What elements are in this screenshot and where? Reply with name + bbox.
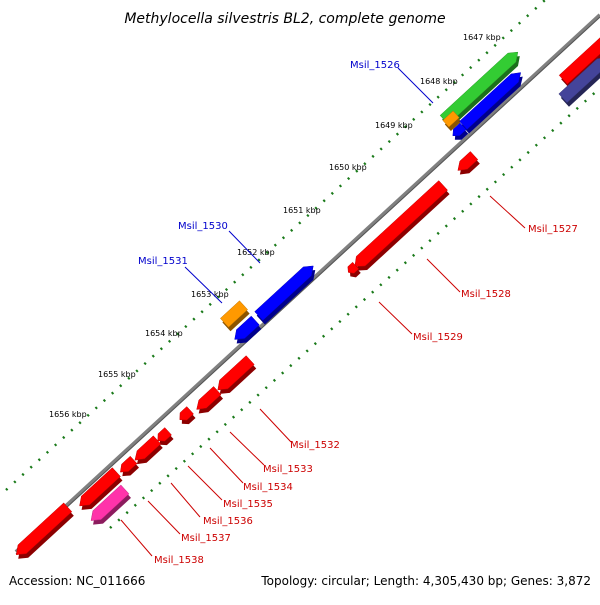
- gene-feature-blue-upper: [459, 72, 523, 134]
- gene-feature-msil-1537a: [120, 455, 140, 477]
- label-connector-line: [426, 258, 461, 293]
- gene-feature-msil-1535: [157, 427, 174, 446]
- scale-labels: 1647 kbp 1648 kbp 1649 kbp 1650 kbp 1651 kbp…: [49, 33, 501, 419]
- gene-label-msil-1531[interactable]: Msil_1531: [138, 256, 188, 267]
- gene-feature-msil-1537: [79, 467, 123, 510]
- gene-feature-orange-small: [442, 110, 462, 132]
- label-connector-line: [259, 408, 292, 443]
- label-connector-line: [147, 500, 181, 535]
- scale-label: 1650 kbp: [329, 163, 367, 172]
- gene-feature-msil-1538: [90, 484, 131, 525]
- gene-label-msil-1534[interactable]: Msil_1534: [243, 482, 293, 493]
- scale-label: 1649 kbp: [375, 121, 413, 130]
- gene-label-msil-1530[interactable]: Msil_1530: [178, 221, 228, 232]
- gene-feature-msil-1529: [347, 261, 361, 278]
- label-connector-line: [378, 301, 413, 335]
- scale-label: 1647 kbp: [463, 33, 501, 42]
- label-connector-line: [170, 482, 201, 518]
- gene-label-msil-1527[interactable]: Msil_1527: [528, 224, 578, 235]
- gene-feature-msil-1534: [179, 406, 196, 425]
- gene-label-msil-1526[interactable]: Msil_1526: [350, 60, 400, 71]
- scale-label: 1651 kbp: [283, 206, 321, 215]
- label-connector-line: [397, 67, 434, 104]
- map-title: Methylocella silvestris BL2, complete ge…: [124, 11, 445, 27]
- gene-feature-msil-1527: [457, 151, 480, 175]
- gene-feature-msil-1536: [134, 435, 163, 465]
- inner-tick-track: [109, 87, 600, 529]
- label-connector-line: [187, 465, 223, 501]
- gene-features: [15, 37, 600, 559]
- gene-feature-msil-1531: [220, 300, 250, 332]
- accession-text: Accession: NC_011666: [9, 574, 146, 588]
- gene-label-msil-1533[interactable]: Msil_1533: [263, 464, 313, 475]
- gene-feature-msil-1530: [254, 265, 316, 325]
- scale-label: 1653 kbp: [191, 290, 229, 299]
- gene-labels: Msil_1526 Msil_1530 Msil_1531 Msil_1527 Msil…: [138, 60, 578, 566]
- gene-label-msil-1532[interactable]: Msil_1532: [290, 440, 340, 451]
- gene-feature-blue-small: [452, 122, 469, 140]
- gene-feature-blue-1531b: [234, 315, 262, 344]
- map-footer: Accession: NC_011666 Topology: circular;…: [0, 570, 600, 594]
- gene-label-msil-1537[interactable]: Msil_1537: [181, 533, 231, 544]
- scale-label: 1652 kbp: [237, 248, 275, 257]
- label-connector-line: [228, 230, 261, 264]
- scale-label: 1656 kbp: [49, 410, 87, 419]
- gene-feature-msil-1532: [217, 355, 257, 394]
- gene-feature-purple-topright: [558, 58, 600, 107]
- scale-label: 1655 kbp: [98, 370, 136, 379]
- gene-label-msil-1528[interactable]: Msil_1528: [461, 289, 511, 300]
- genome-summary-text: Topology: circular; Length: 4,305,430 bp…: [261, 574, 591, 588]
- gene-label-msil-1529[interactable]: Msil_1529: [413, 332, 463, 343]
- gene-feature-red-topright: [558, 37, 600, 89]
- scale-label: 1648 kbp: [420, 77, 458, 86]
- label-connector-line: [489, 195, 526, 229]
- sequence-backbone-shade: [15, 16, 600, 555]
- gene-label-msil-1536[interactable]: Msil_1536: [203, 516, 253, 527]
- gene-label-msil-1538[interactable]: Msil_1538: [154, 555, 204, 566]
- gene-feature-msil-1533: [196, 386, 224, 414]
- label-connector-line: [120, 519, 153, 557]
- outer-tick-track: [5, 0, 546, 491]
- scale-label: 1654 kbp: [145, 329, 183, 338]
- label-connector-line: [184, 266, 223, 304]
- label-connector-line: [229, 431, 265, 466]
- gene-label-msil-1535[interactable]: Msil_1535: [223, 499, 273, 510]
- label-connectors: [120, 67, 526, 557]
- label-connector-line: [209, 447, 244, 484]
- gene-feature-red-bottomleft: [15, 502, 74, 559]
